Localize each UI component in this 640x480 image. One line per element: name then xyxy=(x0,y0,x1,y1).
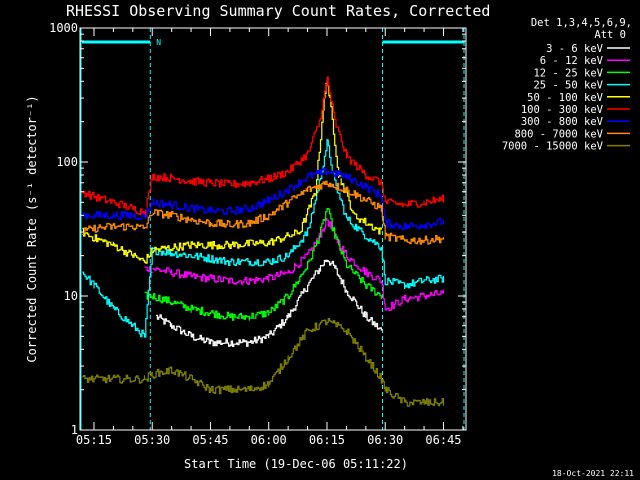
series-line xyxy=(144,208,382,321)
x-tick-label: 06:15 xyxy=(309,433,345,447)
y-tick-label: 1000 xyxy=(49,21,78,35)
legend-label: 3 - 6 keV xyxy=(546,43,604,55)
timestamp: 18-Oct-2021 22:11 xyxy=(552,469,634,478)
x-axis-label: Start Time (19-Dec-06 05:11:22) xyxy=(184,457,408,471)
legend-entry: 300 - 800 keV xyxy=(521,116,630,128)
series-0 xyxy=(156,259,382,347)
legend-label: 300 - 800 keV xyxy=(521,116,604,128)
series-2 xyxy=(144,208,382,321)
series-line xyxy=(82,318,445,407)
legend-entry: 50 - 100 keV xyxy=(527,92,630,104)
series-line xyxy=(82,138,445,338)
legend-entry: 7000 - 15000 keV xyxy=(502,141,630,153)
series-line xyxy=(82,180,445,245)
y-tick-label: 10 xyxy=(64,289,78,303)
series-7 xyxy=(82,180,445,245)
series-6 xyxy=(82,167,445,231)
y-tick-label: 100 xyxy=(56,155,78,169)
legend-label: 50 - 100 keV xyxy=(527,92,604,104)
legend-entry: 3 - 6 keV xyxy=(546,43,630,55)
legend-entry: 6 - 12 keV xyxy=(540,55,630,67)
series-line xyxy=(82,167,445,231)
legend-header-line1: Det 1,3,4,5,6,9, xyxy=(531,17,632,29)
series-5 xyxy=(82,76,445,217)
legend-entry: 100 - 300 keV xyxy=(521,104,630,116)
legend-entry: 12 - 25 keV xyxy=(533,67,630,79)
y-tick-label: 1 xyxy=(71,423,78,437)
series-4 xyxy=(82,79,382,264)
y-axis: 1 10 100 1000 xyxy=(49,21,466,437)
x-tick-label: 06:45 xyxy=(425,433,461,447)
series-8 xyxy=(82,318,445,407)
legend-entry: 25 - 50 keV xyxy=(533,80,630,92)
x-axis: 05:15 05:30 05:45 06:00 06:15 06:30 06:45 xyxy=(76,28,464,447)
legend-label: 7000 - 15000 keV xyxy=(502,141,604,153)
legend-label: 100 - 300 keV xyxy=(521,104,604,116)
y-axis-label: Corrected Count Rate (s⁻¹ detector⁻¹) xyxy=(25,95,39,362)
plot-frame xyxy=(79,27,467,431)
x-tick-label: 05:30 xyxy=(134,433,170,447)
series-line xyxy=(82,79,382,264)
legend-entry: 800 - 7000 keV xyxy=(514,128,630,140)
x-tick-label: 06:30 xyxy=(367,433,403,447)
legend-label: 6 - 12 keV xyxy=(540,55,604,67)
x-tick-label: 06:00 xyxy=(251,433,287,447)
series-line xyxy=(156,259,382,347)
x-tick-label: 05:45 xyxy=(192,433,228,447)
x-tick-label: 05:15 xyxy=(76,433,112,447)
attenuator-marker: N xyxy=(156,38,161,47)
legend-header-line2: Att 0 xyxy=(594,29,626,41)
plot-region: N xyxy=(80,28,465,430)
series-line xyxy=(82,76,445,217)
chart-title: RHESSI Observing Summary Count Rates, Co… xyxy=(66,2,490,20)
legend-label: 800 - 7000 keV xyxy=(514,128,603,140)
series-3 xyxy=(82,138,445,338)
legend-label: 12 - 25 keV xyxy=(533,67,603,79)
legend-label: 25 - 50 keV xyxy=(533,80,603,92)
